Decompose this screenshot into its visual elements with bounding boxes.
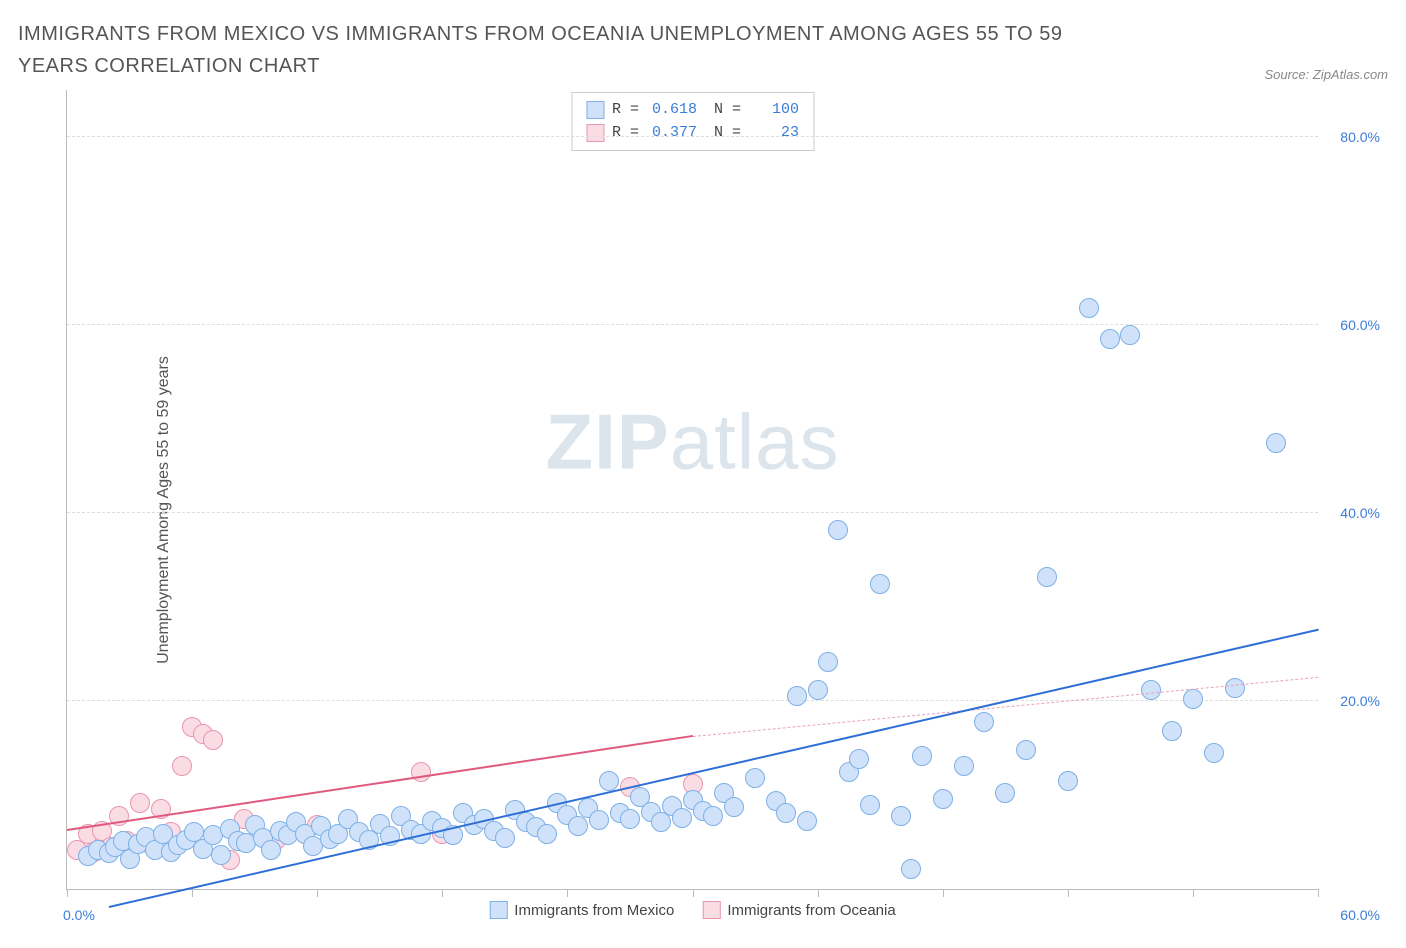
- x-tick-label: 0.0%: [63, 907, 95, 923]
- gridline: [67, 700, 1318, 701]
- legend-series: Immigrants from Mexico Immigrants from O…: [489, 901, 895, 919]
- x-tick: [567, 889, 568, 897]
- trendline-oceania-ext: [692, 677, 1318, 737]
- data-point-mexico: [703, 806, 723, 826]
- data-point-mexico: [1016, 740, 1036, 760]
- data-point-mexico: [672, 808, 692, 828]
- data-point-mexico: [954, 756, 974, 776]
- data-point-mexico: [787, 686, 807, 706]
- plot-area: ZIPatlas R = 0.618 N = 100 R = 0.377 N =…: [66, 90, 1318, 890]
- legend-n-label: N =: [705, 99, 741, 122]
- data-point-mexico: [261, 840, 281, 860]
- data-point-mexico: [1162, 721, 1182, 741]
- legend-r-label: R =: [612, 99, 639, 122]
- swatch-oceania: [702, 901, 720, 919]
- data-point-mexico: [891, 806, 911, 826]
- x-tick: [1068, 889, 1069, 897]
- data-point-mexico: [620, 809, 640, 829]
- chart-container: Unemployment Among Ages 55 to 59 years Z…: [18, 90, 1388, 930]
- data-point-mexico: [724, 797, 744, 817]
- data-point-mexico: [1058, 771, 1078, 791]
- data-point-oceania: [172, 756, 192, 776]
- gridline: [67, 512, 1318, 513]
- y-tick-label: 20.0%: [1340, 693, 1380, 709]
- data-point-mexico: [1183, 689, 1203, 709]
- legend-r-mexico: 0.618: [647, 99, 697, 122]
- x-tick: [1318, 889, 1319, 897]
- data-point-mexico: [599, 771, 619, 791]
- trendline-mexico: [108, 629, 1318, 908]
- x-tick: [317, 889, 318, 897]
- legend-r-oceania: 0.377: [647, 122, 697, 145]
- legend-item-mexico: Immigrants from Mexico: [489, 901, 674, 919]
- x-tick-label: 60.0%: [1340, 907, 1380, 923]
- gridline: [67, 136, 1318, 137]
- legend-label-mexico: Immigrants from Mexico: [514, 902, 674, 919]
- x-tick: [1193, 889, 1194, 897]
- legend-n-mexico: 100: [749, 99, 799, 122]
- data-point-mexico: [818, 652, 838, 672]
- watermark-zip: ZIP: [545, 397, 669, 485]
- legend-stats: R = 0.618 N = 100 R = 0.377 N = 23: [571, 92, 814, 151]
- swatch-mexico: [489, 901, 507, 919]
- data-point-mexico: [797, 811, 817, 831]
- x-tick: [192, 889, 193, 897]
- swatch-oceania: [586, 124, 604, 142]
- data-point-mexico: [849, 749, 869, 769]
- data-point-mexico: [1225, 678, 1245, 698]
- legend-n-oceania: 23: [749, 122, 799, 145]
- x-tick: [442, 889, 443, 897]
- data-point-mexico: [745, 768, 765, 788]
- x-tick: [943, 889, 944, 897]
- x-tick: [818, 889, 819, 897]
- legend-n-label: N =: [705, 122, 741, 145]
- data-point-mexico: [495, 828, 515, 848]
- data-point-oceania: [203, 730, 223, 750]
- x-tick: [67, 889, 68, 897]
- data-point-mexico: [808, 680, 828, 700]
- data-point-mexico: [974, 712, 994, 732]
- data-point-mexico: [901, 859, 921, 879]
- legend-r-label: R =: [612, 122, 639, 145]
- legend-item-oceania: Immigrants from Oceania: [702, 901, 895, 919]
- legend-row-mexico: R = 0.618 N = 100: [586, 99, 799, 122]
- data-point-mexico: [537, 824, 557, 844]
- data-point-mexico: [933, 789, 953, 809]
- x-tick: [693, 889, 694, 897]
- data-point-mexico: [1079, 298, 1099, 318]
- data-point-mexico: [211, 845, 231, 865]
- legend-row-oceania: R = 0.377 N = 23: [586, 122, 799, 145]
- data-point-mexico: [1120, 325, 1140, 345]
- data-point-mexico: [589, 810, 609, 830]
- data-point-mexico: [1266, 433, 1286, 453]
- y-tick-label: 40.0%: [1340, 505, 1380, 521]
- data-point-mexico: [1141, 680, 1161, 700]
- watermark: ZIPatlas: [545, 396, 839, 487]
- swatch-mexico: [586, 101, 604, 119]
- chart-title: IMMIGRANTS FROM MEXICO VS IMMIGRANTS FRO…: [18, 18, 1138, 82]
- data-point-oceania: [130, 793, 150, 813]
- data-point-mexico: [870, 574, 890, 594]
- watermark-atlas: atlas: [670, 397, 840, 485]
- data-point-mexico: [776, 803, 796, 823]
- chart-source: Source: ZipAtlas.com: [1264, 67, 1388, 82]
- y-tick-label: 80.0%: [1340, 129, 1380, 145]
- legend-label-oceania: Immigrants from Oceania: [727, 902, 895, 919]
- y-tick-label: 60.0%: [1340, 317, 1380, 333]
- chart-header: IMMIGRANTS FROM MEXICO VS IMMIGRANTS FRO…: [18, 18, 1388, 82]
- data-point-mexico: [1037, 567, 1057, 587]
- data-point-mexico: [828, 520, 848, 540]
- data-point-mexico: [912, 746, 932, 766]
- data-point-mexico: [568, 816, 588, 836]
- data-point-mexico: [1100, 329, 1120, 349]
- data-point-mexico: [1204, 743, 1224, 763]
- data-point-mexico: [860, 795, 880, 815]
- data-point-mexico: [995, 783, 1015, 803]
